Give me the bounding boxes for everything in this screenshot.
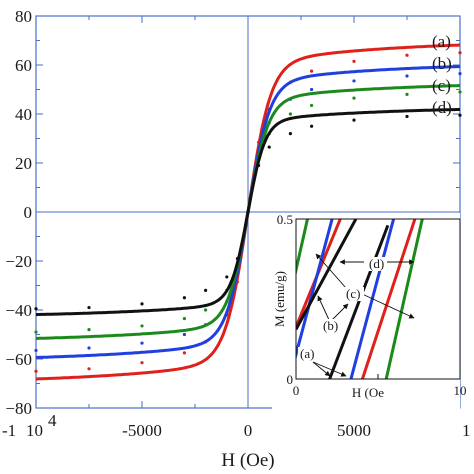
main-series-point (405, 53, 409, 57)
main-series-point (405, 92, 409, 96)
main-series-label: (c) (432, 76, 451, 95)
main-series-point (458, 71, 462, 76)
main-x-tick-label: -1 (2, 421, 16, 440)
main-series-point (405, 74, 409, 78)
main-x-tick-label: -5000 (122, 421, 162, 440)
inset-x-tick-label: 0 (293, 383, 300, 398)
main-series-point (352, 96, 356, 100)
main-series-point (87, 305, 91, 310)
main-series-point (458, 90, 462, 94)
main-x-tick-label: 4 (48, 411, 57, 430)
main-series-point (87, 367, 91, 371)
main-y-tick-label: 20 (15, 154, 32, 173)
main-series-point (288, 132, 292, 136)
main-y-tick-label: −60 (5, 350, 32, 369)
main-y-tick-label: 0 (24, 203, 33, 222)
main-series-point (352, 79, 356, 83)
main-axes: −80 −60 −40 −20 0 20 40 60 80 -1 10 4 -5000 0 5000 1 (2, 7, 471, 440)
main-series-point (352, 118, 356, 122)
inset-series-line-1 (296, 219, 334, 361)
main-series-point (87, 346, 91, 350)
inset-x-tick-label: 10 (454, 383, 467, 398)
inset-y-axis-title: M (emu/g) (272, 271, 287, 327)
inset-annotation-label: (d) (369, 256, 384, 271)
main-series-group (34, 43, 462, 381)
main-series-point (34, 348, 38, 353)
main-x-tick-label: 1 (462, 421, 471, 440)
main-series-label: (a) (432, 32, 451, 51)
inset-annotation-arrow (317, 295, 331, 323)
main-series-point (87, 328, 91, 332)
inset-annotation-arrow (312, 361, 347, 377)
main-series-label: (b) (432, 54, 452, 73)
main-series-point (310, 124, 314, 128)
main-series-point (34, 369, 38, 373)
main-y-tick-label: 40 (15, 105, 32, 124)
main-series-point (140, 361, 144, 365)
inset-annotation-label: (a) (300, 346, 314, 361)
inset-annotation-arrow (312, 361, 331, 377)
main-series-point (34, 330, 38, 334)
main-x-axis-title: H (Oe) (221, 450, 274, 471)
main-series-point (458, 113, 462, 117)
main-y-tick-label: −20 (5, 252, 32, 271)
main-series-point (405, 114, 409, 119)
main-series-point (182, 332, 186, 337)
main-series-point (458, 51, 462, 55)
inset-series-line-2 (384, 219, 424, 379)
inset-annotation-bg (367, 257, 387, 271)
inset-y-tick-label: 0 (287, 372, 294, 387)
main-series-point (140, 302, 144, 306)
inset-series-line-0 (296, 219, 342, 331)
inset-series-line-3 (296, 219, 358, 331)
main-x-tick-label: 0 (244, 421, 253, 440)
main-x-tick-label: 5000 (337, 421, 371, 440)
main-series-point (310, 87, 314, 92)
main-series-point (257, 163, 261, 168)
main-series-point (225, 275, 229, 279)
main-series-point (140, 341, 144, 345)
main-x-tick-label: 10 (26, 421, 43, 440)
main-series-point (182, 351, 186, 355)
main-series-point (246, 210, 250, 214)
inset-annotation-arrow (315, 253, 347, 289)
main-series-point (182, 296, 186, 300)
main-series-point (235, 256, 239, 261)
inset-annotation-bg (321, 319, 341, 333)
inset-series-line-0 (360, 219, 417, 379)
inset-annotation-bg (298, 347, 318, 361)
main-series-point (352, 59, 356, 63)
main-y-tick-label: 80 (15, 7, 32, 26)
main-series-point (310, 103, 314, 108)
inset-background (272, 213, 460, 411)
main-series-point (288, 112, 292, 116)
inset-x-axis-title: H (Oe (352, 385, 384, 400)
main-series-labels: (a) (b) (c) (d) (432, 32, 452, 117)
inset-plot: 0 10 0 0.5 M (emu/g) H (Oe (a) (b) (c) (d) (272, 212, 467, 411)
main-series-label: (d) (432, 98, 452, 117)
main-series-point (267, 145, 271, 149)
main-series-point (140, 324, 144, 328)
main-y-tick-label: −80 (5, 399, 32, 418)
main-series-point (204, 288, 208, 292)
inset-annotation-arrow (359, 292, 415, 319)
main-y-tick-label: 60 (15, 56, 32, 75)
inset-series-line-3 (328, 224, 390, 379)
inset-annotation-bg (344, 287, 364, 301)
inset-annotation-label: (b) (323, 318, 338, 333)
main-series-point (204, 308, 208, 312)
inset-annotation-label: (c) (346, 286, 360, 301)
main-y-tick-label: −40 (5, 301, 32, 320)
main-series-point (310, 69, 314, 73)
main-series-point (34, 307, 38, 311)
main-series-point (182, 316, 186, 321)
main-plot: −80 −60 −40 −20 0 20 40 60 80 -1 10 4 -5000 0 5000 1 (a… (2, 7, 471, 440)
inset-series-line-2 (296, 219, 309, 277)
inset-y-tick-label: 0.5 (277, 212, 293, 227)
